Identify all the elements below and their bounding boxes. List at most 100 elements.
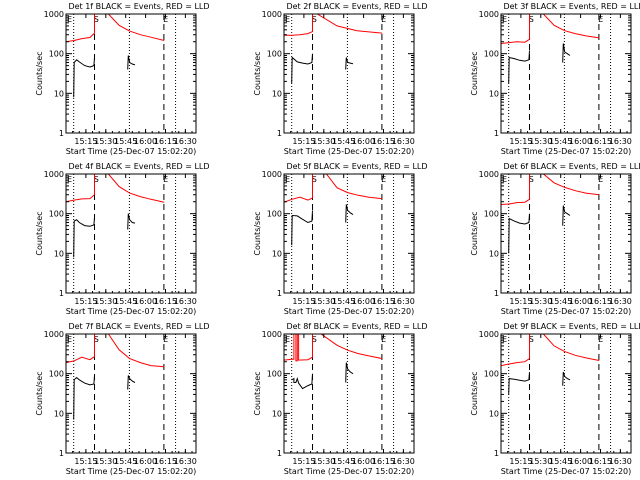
lld-series-line	[66, 174, 95, 203]
x-tick-label: 16:30	[392, 137, 415, 146]
x-axis-label: Start Time (25-Dec-07 15:02:20)	[66, 467, 197, 476]
x-tick-label: 16:15	[154, 457, 177, 466]
y-tick-label: 100	[484, 370, 499, 379]
plot-frame	[65, 13, 197, 134]
x-tick-label: 16:30	[609, 457, 632, 466]
x-axis-label: Start Time (25-Dec-07 15:02:20)	[284, 147, 415, 156]
lld-series-line	[501, 174, 530, 205]
x-tick-label: 16:30	[392, 457, 415, 466]
x-tick-label: 16:00	[134, 457, 157, 466]
y-tick-label: 1	[494, 449, 499, 458]
x-axis-label: Start Time (25-Dec-07 15:02:20)	[66, 307, 197, 316]
events-series-line-late	[562, 43, 571, 63]
lld-series-line-late	[326, 174, 383, 200]
y-tick-label: 1	[494, 289, 499, 298]
panel-4: Det 4f BLACK = Events, RED = LLD E S E 1 10 10…	[35, 162, 210, 316]
x-tick-label: 16:15	[589, 297, 612, 306]
y-tick-label: 100	[267, 50, 282, 59]
marker-label-E-late: E	[163, 15, 168, 24]
panel-1: Det 1f BLACK = Events, RED = LLD E S E 1 10 10…	[35, 2, 210, 156]
marker-label-E-late: E	[381, 175, 386, 184]
y-tick-label: 100	[267, 210, 282, 219]
marker-label-S: S	[312, 15, 317, 24]
x-tick-label: 16:15	[372, 457, 395, 466]
lld-series-line-late	[107, 334, 165, 368]
x-tick-label: 16:15	[154, 297, 177, 306]
x-tick-label: 16:00	[569, 457, 592, 466]
x-tick-label: 16:00	[352, 297, 375, 306]
y-axis-label: Counts/sec	[35, 211, 44, 255]
y-tick-label: 1000	[479, 10, 499, 19]
x-tick-label: 15:15	[292, 297, 315, 306]
y-tick-label: 1000	[262, 170, 282, 179]
x-tick-label: 16:30	[174, 137, 197, 146]
y-tick-label: 1	[277, 289, 282, 298]
events-series-line-late	[345, 57, 354, 70]
x-axis-label: Start Time (25-Dec-07 15:02:20)	[501, 147, 632, 156]
lld-series-line-late	[320, 334, 383, 360]
x-tick-label: 15:45	[332, 457, 355, 466]
lld-series-line	[501, 14, 530, 44]
y-tick-label: 1	[59, 129, 64, 138]
x-axis-label: Start Time (25-Dec-07 15:02:20)	[66, 147, 197, 156]
lld-series-line-late	[543, 334, 600, 361]
y-axis-label: Counts/sec	[35, 51, 44, 95]
y-tick-label: 10	[272, 409, 282, 418]
events-series-line	[508, 213, 530, 254]
events-series-line-late	[562, 371, 571, 386]
y-tick-label: 1	[277, 129, 282, 138]
x-tick-label: 16:30	[609, 137, 632, 146]
panel-title: Det 3f BLACK = Events, RED = LLD	[503, 2, 640, 11]
marker-label-E-start: E	[502, 175, 507, 184]
marker-label-E-late: E	[598, 15, 603, 24]
y-tick-label: 1000	[44, 330, 64, 339]
marker-label-S: S	[529, 15, 534, 24]
lld-series-line-late	[108, 174, 165, 203]
x-tick-label: 15:30	[94, 457, 117, 466]
y-tick-label: 10	[272, 249, 282, 258]
panel-title: Det 8f BLACK = Events, RED = LLD	[286, 322, 427, 331]
marker-label-E-start: E	[502, 335, 507, 344]
plot-frame	[283, 333, 415, 454]
x-tick-label: 16:15	[372, 297, 395, 306]
marker-label-E-start: E	[285, 15, 290, 24]
x-tick-label: 15:30	[94, 137, 117, 146]
x-tick-label: 16:30	[174, 297, 197, 306]
events-series-line	[73, 217, 95, 258]
marker-label-E-late: E	[598, 175, 603, 184]
y-tick-label: 10	[272, 89, 282, 98]
x-tick-label: 15:45	[549, 457, 572, 466]
events-series-line	[508, 371, 530, 395]
x-tick-label: 15:15	[509, 457, 532, 466]
x-tick-label: 15:30	[312, 297, 335, 306]
x-tick-label: 15:30	[312, 137, 335, 146]
y-tick-label: 10	[54, 89, 64, 98]
plot-frame	[283, 13, 415, 134]
x-tick-label: 15:45	[549, 297, 572, 306]
x-tick-label: 16:30	[174, 457, 197, 466]
marker-label-S: S	[312, 335, 317, 344]
y-tick-label: 1000	[479, 170, 499, 179]
y-axis-label: Counts/sec	[470, 371, 479, 415]
x-tick-label: 16:00	[134, 297, 157, 306]
x-tick-label: 16:15	[589, 457, 612, 466]
y-axis-label: Counts/sec	[253, 211, 262, 255]
x-tick-label: 16:15	[154, 137, 177, 146]
marker-label-S: S	[529, 175, 534, 184]
x-tick-label: 16:15	[589, 137, 612, 146]
x-tick-label: 15:30	[94, 297, 117, 306]
marker-label-E-late: E	[163, 175, 168, 184]
x-tick-label: 15:30	[529, 137, 552, 146]
x-tick-label: 15:15	[292, 457, 315, 466]
x-tick-label: 15:15	[509, 137, 532, 146]
marker-label-E-start: E	[67, 175, 72, 184]
y-tick-label: 10	[54, 249, 64, 258]
plot-frame	[500, 173, 632, 294]
marker-label-E-late: E	[163, 335, 168, 344]
events-series-line-late	[345, 204, 354, 223]
y-tick-label: 100	[49, 370, 64, 379]
panel-title: Det 5f BLACK = Events, RED = LLD	[286, 162, 427, 171]
y-axis-label: Counts/sec	[253, 371, 262, 415]
panel-2: Det 2f BLACK = Events, RED = LLD E S E 1 10 10…	[253, 2, 428, 156]
panel-9: Det 9f BLACK = Events, RED = LLD E S E 1 10 10…	[470, 322, 640, 476]
